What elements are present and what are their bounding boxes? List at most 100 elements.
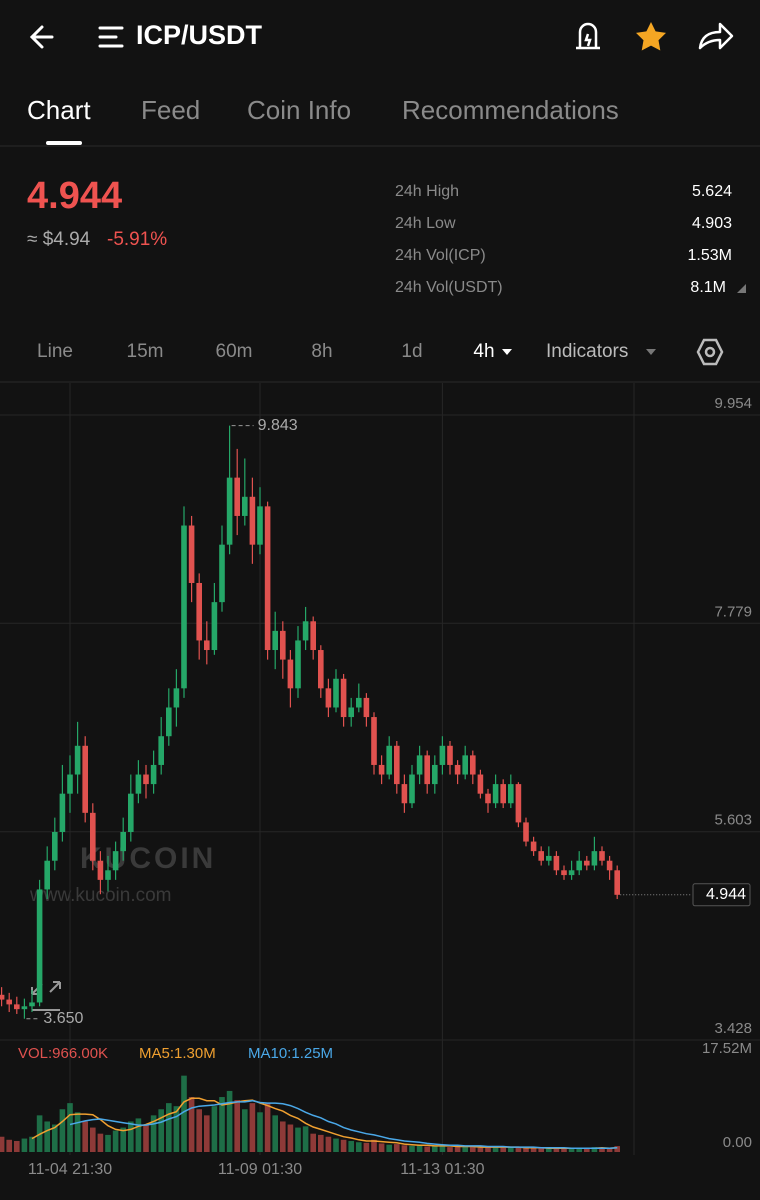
stat-value: 4.903 — [692, 215, 732, 232]
volume-bar — [59, 1109, 66, 1152]
settings-button[interactable] — [696, 338, 724, 366]
volume-bar — [287, 1124, 294, 1152]
candle-body — [470, 755, 476, 775]
share-button[interactable] — [698, 22, 734, 50]
candle-body — [158, 736, 164, 765]
volume-legend: MA5:1.30M — [139, 1045, 216, 1062]
candle-body — [500, 784, 506, 804]
interval[interactable]: Line — [37, 341, 73, 362]
candle-body — [257, 506, 263, 545]
candle-body — [432, 764, 438, 785]
volume-bar — [371, 1139, 377, 1152]
candle-body — [394, 745, 400, 785]
volume-bar — [546, 1148, 552, 1152]
candle-body — [280, 630, 286, 660]
volume-bar — [52, 1124, 58, 1152]
tab[interactable]: Recommendations — [402, 95, 619, 125]
candle-body — [599, 851, 605, 861]
candle-body — [204, 640, 210, 651]
volume-bar — [386, 1144, 392, 1152]
interval[interactable]: 15m — [127, 341, 164, 362]
price-change: -5.91% — [107, 229, 167, 250]
candle-body — [128, 793, 134, 832]
candle-body — [302, 621, 309, 641]
volume-bar — [492, 1147, 499, 1152]
volume-bar — [606, 1148, 613, 1152]
volume-bar — [462, 1145, 468, 1152]
alert-button[interactable] — [576, 22, 600, 50]
back-button[interactable] — [29, 25, 54, 49]
menu-icon[interactable] — [98, 26, 124, 48]
volume-bar — [523, 1147, 529, 1152]
tab[interactable]: Feed — [141, 95, 200, 125]
interval[interactable]: 60m — [216, 341, 253, 362]
volume-bar — [378, 1143, 385, 1152]
volume-bar — [356, 1142, 362, 1152]
interval-active[interactable]: 4h — [473, 341, 494, 362]
stat-label: 24h High — [395, 183, 459, 200]
candle-body — [508, 784, 514, 804]
volume-bar — [234, 1100, 240, 1152]
volume-bar — [120, 1127, 126, 1152]
candle-body — [135, 774, 142, 794]
volume-bar — [599, 1147, 605, 1152]
favorite-button[interactable] — [636, 22, 666, 51]
candle-body — [356, 697, 362, 708]
x-tick-label: 11-09 01:30 — [218, 1161, 302, 1178]
y-tick-label: 0.00 — [723, 1134, 752, 1151]
y-tick-label: 7.779 — [714, 603, 752, 620]
interval[interactable]: 8h — [311, 341, 332, 362]
candle-body — [439, 745, 446, 765]
last-price: 4.944 — [27, 175, 122, 217]
candle-body — [226, 477, 233, 545]
candle-body — [447, 745, 453, 765]
candle-body — [21, 1006, 28, 1010]
volume-bar — [500, 1147, 506, 1152]
y-tick-label: 3.428 — [714, 1020, 752, 1037]
x-tick-label: 11-04 21:30 — [28, 1161, 112, 1178]
tab[interactable]: Coin Info — [247, 95, 351, 125]
max-annotation: 9.843 — [258, 417, 298, 434]
candle-body — [0, 994, 5, 1000]
volume-bar — [67, 1103, 73, 1152]
indicators-button[interactable]: Indicators — [546, 341, 628, 362]
volume-bar — [302, 1126, 309, 1152]
candle-body — [401, 784, 408, 804]
volume-bar — [318, 1134, 324, 1152]
pair-title: ICP/USDT — [136, 20, 263, 50]
volume-bar — [394, 1144, 400, 1152]
watermark-url: www.kucoin.com — [29, 885, 172, 906]
candle-body — [234, 477, 240, 516]
ma-line — [69, 1099, 618, 1150]
candle-body — [485, 793, 491, 804]
candle-body — [264, 506, 271, 651]
volume-bar — [112, 1130, 119, 1152]
y-tick-label: 17.52M — [702, 1040, 752, 1057]
volume-bar — [82, 1121, 88, 1152]
stat-label: 24h Low — [395, 215, 456, 232]
candle-body — [462, 755, 468, 775]
tab-active[interactable]: Chart — [27, 95, 91, 125]
candle-body — [74, 745, 81, 775]
volume-bar — [348, 1141, 354, 1152]
interval[interactable]: 1d — [401, 341, 422, 362]
volume-bar — [568, 1147, 575, 1152]
volume-bar — [485, 1146, 491, 1152]
candle-body — [348, 707, 354, 718]
volume-bar — [295, 1127, 301, 1152]
volume-bar — [173, 1106, 180, 1152]
settings-icon — [704, 346, 716, 358]
volume-bar — [0, 1136, 5, 1152]
plot: 9.954 7.779 5.603 3.428 11-04 21:30 11-09 01:… — [0, 383, 760, 1178]
volume-bar — [150, 1115, 157, 1152]
candle-body — [181, 525, 187, 689]
volume-bar — [409, 1145, 415, 1152]
candle-body — [36, 889, 43, 1003]
candle-body — [82, 745, 88, 813]
volume-bar — [333, 1138, 339, 1152]
volume-bar — [310, 1133, 316, 1152]
candle-body — [386, 745, 392, 775]
candle-body — [310, 621, 316, 651]
candle-body — [173, 688, 180, 708]
